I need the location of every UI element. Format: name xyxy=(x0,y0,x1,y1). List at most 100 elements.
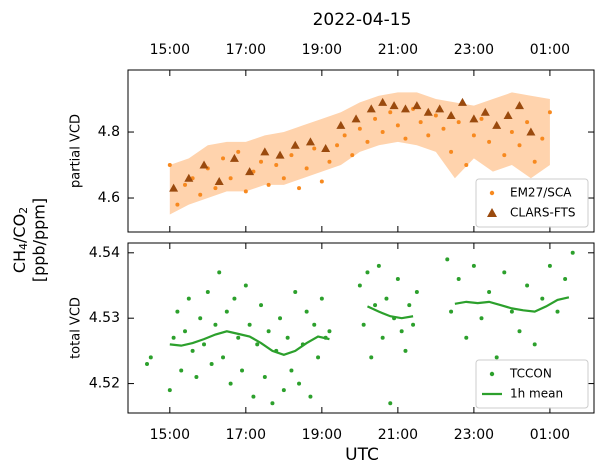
data-point xyxy=(171,335,176,340)
y-axis-label: CH4/CO2 [ppb/ppm] xyxy=(10,198,49,282)
data-point xyxy=(570,250,575,255)
data-point xyxy=(289,153,294,158)
x-tick-label: 15:00 xyxy=(150,42,190,58)
data-point xyxy=(525,283,530,288)
data-point xyxy=(365,270,370,275)
data-point xyxy=(335,143,340,148)
data-point xyxy=(351,114,361,123)
data-point xyxy=(205,290,210,295)
data-point xyxy=(494,355,499,360)
x-tick-label: 01:00 xyxy=(530,427,570,443)
data-point xyxy=(281,176,286,181)
data-point xyxy=(240,368,245,373)
data-point xyxy=(464,163,469,168)
data-point xyxy=(412,101,422,110)
data-point xyxy=(175,202,180,207)
data-point xyxy=(319,179,324,184)
data-point xyxy=(400,104,410,113)
mean-line xyxy=(169,296,570,356)
legend-marker xyxy=(489,190,495,196)
data-point xyxy=(446,111,456,120)
data-point xyxy=(274,163,279,168)
data-point xyxy=(502,153,507,158)
data-point xyxy=(232,296,237,301)
data-point xyxy=(327,329,332,334)
data-point xyxy=(365,139,370,144)
data-point xyxy=(492,120,502,129)
legend-label: 1h mean xyxy=(510,387,563,401)
data-point xyxy=(384,296,389,301)
data-point xyxy=(423,107,433,116)
data-point xyxy=(426,133,431,138)
data-point xyxy=(342,133,347,138)
data-point xyxy=(198,316,203,321)
data-point xyxy=(224,309,229,314)
data-point xyxy=(380,335,385,340)
data-point xyxy=(373,303,378,308)
data-point xyxy=(464,335,469,340)
data-point xyxy=(388,110,393,115)
data-point xyxy=(479,316,484,321)
data-point xyxy=(304,166,309,171)
panel-y-label: partial VCD xyxy=(69,114,84,188)
data-point xyxy=(449,309,454,314)
data-point xyxy=(312,322,317,327)
axes-frame xyxy=(127,242,595,414)
data-point xyxy=(399,329,404,334)
data-point xyxy=(199,160,209,169)
data-point xyxy=(179,368,184,373)
panel-y-label: total VCD xyxy=(69,297,84,359)
data-point xyxy=(236,149,241,154)
data-point xyxy=(456,276,461,281)
data-point xyxy=(563,276,568,281)
y-label-part: /CO xyxy=(10,214,29,243)
data-point xyxy=(407,303,412,308)
data-point xyxy=(502,270,507,275)
y-tick-label: 4.8 xyxy=(98,124,120,140)
data-point xyxy=(270,401,275,406)
data-point xyxy=(403,348,408,353)
data-point xyxy=(525,120,530,125)
data-point xyxy=(487,139,492,144)
data-point xyxy=(194,375,199,380)
data-point xyxy=(167,163,172,168)
data-point xyxy=(316,355,321,360)
data-point xyxy=(260,147,270,156)
data-point xyxy=(148,355,153,360)
axes-frame xyxy=(127,69,595,233)
y-tick-label: 4.6 xyxy=(98,190,120,206)
data-point xyxy=(503,111,513,120)
data-point xyxy=(186,296,191,301)
data-point xyxy=(184,173,194,182)
data-point xyxy=(411,322,416,327)
data-point xyxy=(202,342,207,347)
data-point xyxy=(555,309,560,314)
data-point xyxy=(285,335,290,340)
data-point xyxy=(183,329,188,334)
x-tick-label: 17:00 xyxy=(226,427,266,443)
data-point xyxy=(312,146,317,151)
data-point xyxy=(190,348,195,353)
data-point xyxy=(433,113,438,118)
data-point xyxy=(247,322,252,327)
data-point xyxy=(389,101,399,110)
legend-marker xyxy=(487,208,497,217)
legend-label: EM27/SCA xyxy=(510,186,572,200)
y-tick-label: 4.53 xyxy=(89,310,120,326)
legend-box xyxy=(475,359,589,409)
data-point xyxy=(380,130,385,135)
x-tick-label: 19:00 xyxy=(302,42,342,58)
data-point xyxy=(228,381,233,386)
y-tick-label: 4.54 xyxy=(89,245,120,261)
data-point xyxy=(236,335,241,340)
data-point xyxy=(376,263,381,268)
data-point xyxy=(532,159,537,164)
data-point xyxy=(357,126,362,131)
legend-label: TCCON xyxy=(509,367,552,381)
x-tick-label: 19:00 xyxy=(302,427,342,443)
data-point xyxy=(480,107,490,116)
y-label-part: CH xyxy=(10,250,29,273)
plot-area xyxy=(145,250,575,406)
data-point xyxy=(517,143,522,148)
